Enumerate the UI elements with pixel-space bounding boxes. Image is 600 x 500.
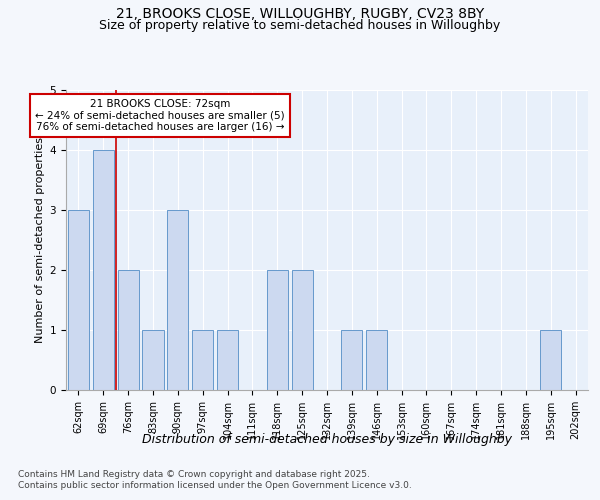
Bar (341, 330, 362, 390)
Bar (68, 210, 89, 390)
Text: 21, BROOKS CLOSE, WILLOUGHBY, RUGBY, CV23 8BY: 21, BROOKS CLOSE, WILLOUGHBY, RUGBY, CV2… (116, 8, 484, 22)
Text: Contains public sector information licensed under the Open Government Licence v3: Contains public sector information licen… (18, 481, 412, 490)
Bar (217, 330, 238, 390)
Bar (292, 270, 313, 390)
Bar (118, 270, 139, 390)
Text: Size of property relative to semi-detached houses in Willoughby: Size of property relative to semi-detach… (100, 18, 500, 32)
Bar (142, 330, 164, 390)
Bar (93, 150, 114, 390)
Y-axis label: Number of semi-detached properties: Number of semi-detached properties (35, 137, 46, 343)
Bar (267, 270, 288, 390)
Text: Contains HM Land Registry data © Crown copyright and database right 2025.: Contains HM Land Registry data © Crown c… (18, 470, 370, 479)
Bar (167, 210, 188, 390)
Text: 21 BROOKS CLOSE: 72sqm
← 24% of semi-detached houses are smaller (5)
76% of semi: 21 BROOKS CLOSE: 72sqm ← 24% of semi-det… (35, 99, 285, 132)
Text: Distribution of semi-detached houses by size in Willoughby: Distribution of semi-detached houses by … (142, 432, 512, 446)
Bar (540, 330, 561, 390)
Bar (192, 330, 213, 390)
Bar (366, 330, 387, 390)
